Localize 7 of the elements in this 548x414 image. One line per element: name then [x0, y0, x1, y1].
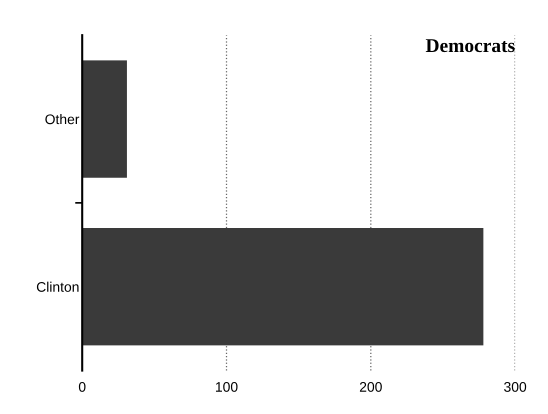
chart-title: Democrats — [426, 39, 515, 52]
y-tick-label: Clinton — [36, 282, 79, 292]
x-tick-label: 100 — [216, 382, 238, 392]
x-tick-label: 0 — [78, 382, 86, 392]
x-tick-label: 200 — [360, 382, 382, 392]
x-tick-label: 300 — [504, 382, 526, 392]
y-tick-label: Other — [45, 114, 80, 124]
